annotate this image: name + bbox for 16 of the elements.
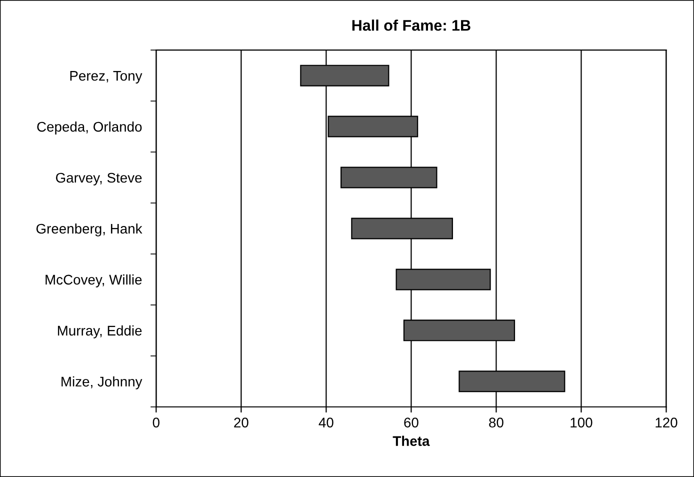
x-tick-label: 60 [404, 418, 418, 428]
y-tick-label: Garvey, Steve [56, 172, 142, 186]
x-axis-title: Theta [392, 436, 430, 446]
x-tick-label: 40 [318, 418, 334, 428]
x-tick-label: 80 [489, 418, 504, 428]
x-tick-label: 100 [570, 418, 592, 428]
x-tick-label: 20 [234, 418, 248, 428]
y-tick-label: Murray, Eddie [58, 325, 142, 338]
x-tick-label: 0 [152, 418, 160, 428]
y-tick-label: Greenberg, Hank [36, 223, 142, 236]
y-tick-label: Cepeda, Orlando [37, 122, 142, 134]
y-tick-label: Mize, Johnny [62, 376, 142, 390]
x-tick-label: 120 [656, 418, 678, 428]
y-tick-label: McCovey, Willie [46, 274, 142, 288]
y-tick-label: Perez, Tony [70, 71, 142, 84]
chart-title: Hall of Fame: 1B [352, 20, 470, 31]
